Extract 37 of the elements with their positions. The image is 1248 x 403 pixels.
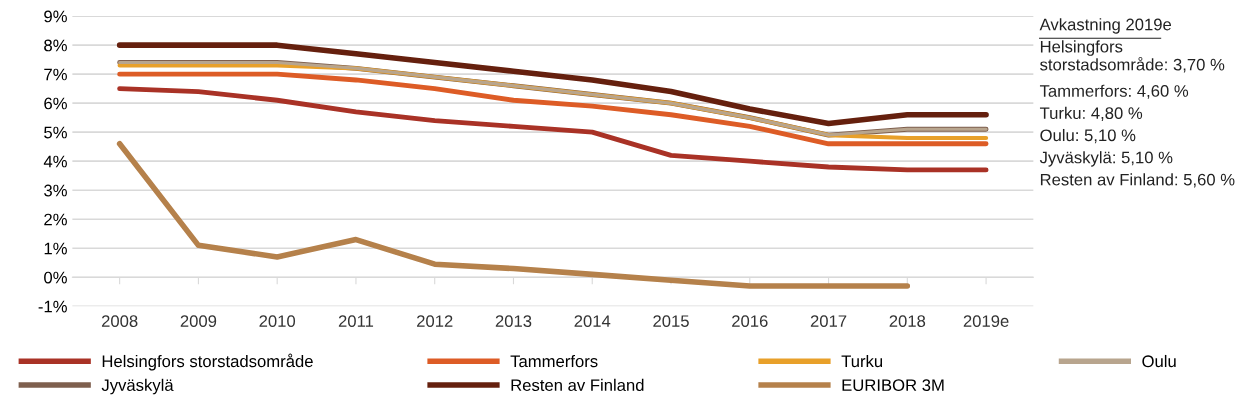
legend-label: Oulu [1142,354,1176,368]
x-tick-label: 2010 [259,315,296,328]
y-tick-label: -1% [38,300,67,313]
x-tick-label: 2011 [338,315,374,328]
y-tick-label: 1% [44,242,67,255]
legend-label: Turku [841,354,883,368]
y-tick-label: 9% [44,10,67,23]
y-tick-label: 0% [44,271,67,284]
x-tick-label: 2008 [101,315,138,328]
legend-label: Jyväskylä [101,378,174,395]
y-tick-label: 5% [44,126,67,139]
y-tick-label: 4% [43,155,67,168]
x-tick-label: 2016 [732,315,768,328]
text: Helsingfors storstadsområde: 3,70 % [1040,40,1225,73]
text: Turku: 4,80 % [1039,106,1143,122]
text: Jyväskylä: 5,10 % [1039,151,1173,167]
text: Tammerfors: 4,60 % [1039,84,1189,99]
y-tick-label: 3% [44,184,67,197]
text: Avkastning 2019e [1039,18,1172,34]
y-tick-label: 7% [44,68,67,81]
x-tick-label: 2017 [810,315,847,328]
y-tick-label: 8% [44,39,67,52]
y-tick-label: 2% [44,213,67,226]
legend-label: Helsingfors storstadsområde [102,353,313,371]
legend-label: EURIBOR 3M [842,379,944,392]
y-tick-label: 6% [44,97,67,110]
x-tick-label: 2015 [653,315,689,328]
legend-label: Resten av Finland [511,378,644,392]
x-tick-label: 2013 [495,315,532,328]
x-tick-label: 2009 [180,315,217,328]
x-tick-label: 2012 [417,315,453,328]
text: Oulu: 5,10 % [1040,128,1136,144]
x-tick-label: 2019e [963,315,1009,328]
text: Resten av Finland: 5,60 % [1040,173,1235,188]
legend-label: Tammerfors [510,354,598,368]
x-tick-label: 2018 [889,315,926,328]
x-tick-label: 2014 [574,315,611,328]
